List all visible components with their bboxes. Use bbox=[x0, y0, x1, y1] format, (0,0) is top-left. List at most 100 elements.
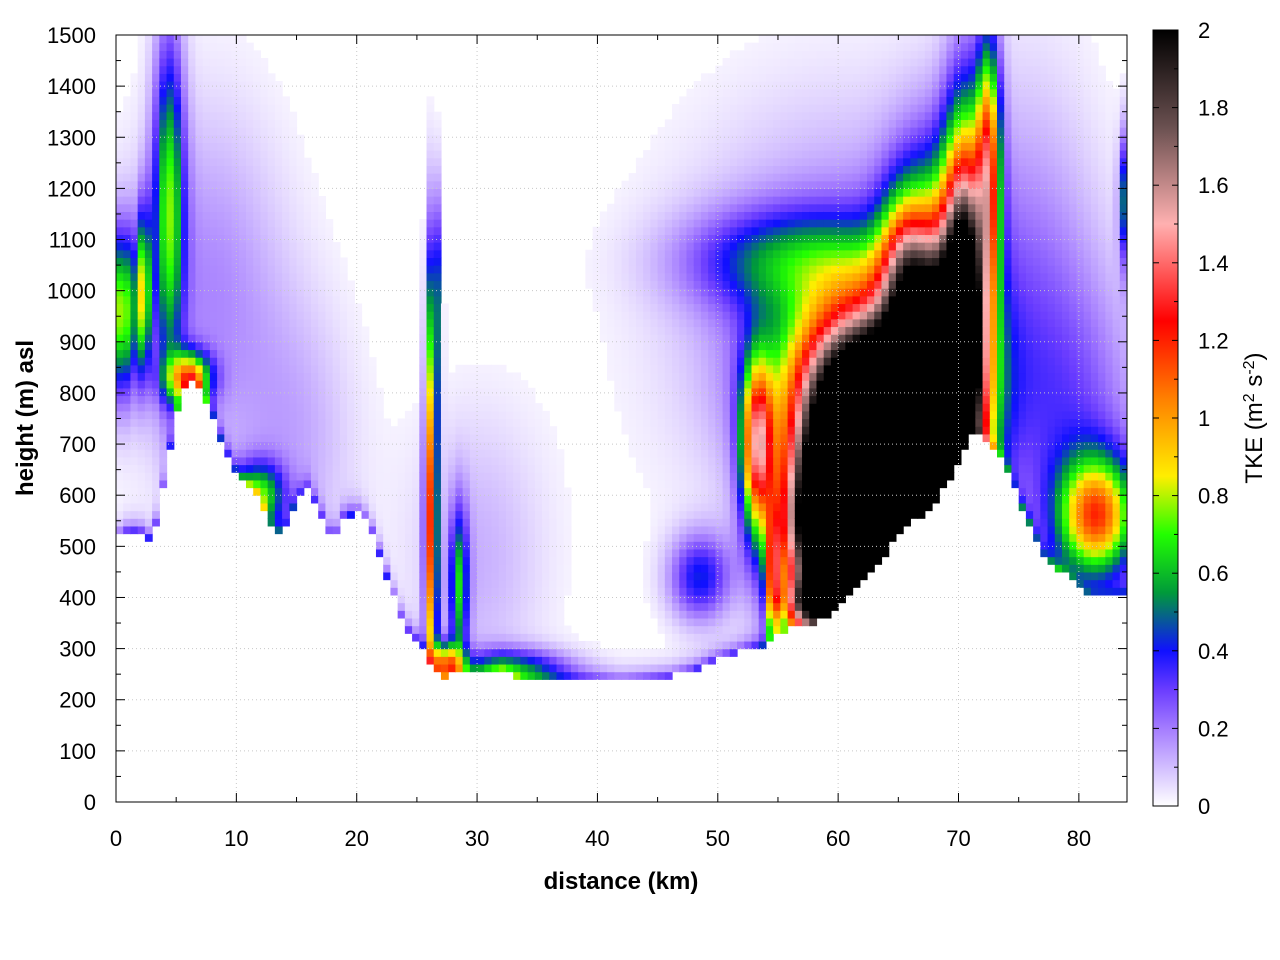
tke-cell bbox=[180, 157, 189, 166]
tke-cell bbox=[780, 165, 789, 174]
tke-cell bbox=[542, 464, 550, 473]
tke-cell bbox=[599, 219, 608, 228]
tke-cell bbox=[318, 456, 327, 466]
tke-cell bbox=[390, 541, 399, 550]
tke-cell bbox=[708, 234, 716, 243]
tke-cell bbox=[325, 510, 334, 519]
tke-cell bbox=[744, 104, 753, 113]
tke-cell bbox=[253, 196, 262, 205]
tke-cell bbox=[296, 441, 305, 450]
tke-cell bbox=[592, 656, 601, 665]
tke-cell bbox=[794, 188, 803, 197]
tke-cell bbox=[722, 640, 731, 650]
tke-cell bbox=[159, 364, 168, 374]
tke-cell bbox=[209, 349, 218, 358]
tke-cell bbox=[339, 257, 348, 266]
tke-cell bbox=[455, 656, 464, 665]
tke-cell bbox=[715, 610, 724, 619]
tke-cell bbox=[643, 188, 651, 197]
tke-cell bbox=[253, 326, 262, 335]
tke-cell bbox=[686, 288, 695, 297]
tke-cell bbox=[267, 142, 276, 151]
tke-cell bbox=[737, 242, 745, 251]
tke-cell bbox=[780, 594, 789, 604]
tke-cell bbox=[238, 188, 247, 197]
tke-cell bbox=[123, 433, 132, 443]
tke-cell bbox=[260, 242, 269, 251]
tke-cell bbox=[426, 157, 435, 166]
tke-cell bbox=[758, 502, 767, 512]
tke-cell bbox=[116, 387, 124, 397]
tke-cell bbox=[744, 587, 753, 596]
tke-cell bbox=[462, 587, 471, 596]
tke-cell bbox=[274, 426, 283, 435]
tke-cell bbox=[123, 487, 132, 496]
tke-cell bbox=[231, 42, 240, 51]
tke-cell bbox=[751, 58, 760, 67]
tke-cell bbox=[809, 364, 818, 374]
tke-cell bbox=[686, 410, 695, 420]
tke-cell bbox=[787, 541, 796, 550]
tke-cell bbox=[729, 196, 738, 205]
tke-cell bbox=[152, 242, 160, 251]
tke-cell bbox=[513, 487, 521, 496]
tke-cell bbox=[375, 548, 384, 558]
tke-cell bbox=[433, 188, 442, 197]
tke-cell bbox=[700, 96, 709, 105]
tke-cell bbox=[693, 625, 702, 634]
tke-cell bbox=[195, 334, 204, 343]
tke-cell bbox=[282, 449, 290, 458]
tke-cell bbox=[664, 334, 673, 343]
tke-cell bbox=[679, 410, 688, 420]
tke-cell bbox=[123, 119, 132, 128]
tke-cell bbox=[686, 594, 695, 604]
tke-cell bbox=[116, 295, 124, 305]
tke-cell bbox=[700, 127, 709, 136]
tke-cell bbox=[722, 272, 731, 282]
tke-cell bbox=[166, 410, 175, 420]
tke-cell bbox=[729, 127, 738, 136]
tke-cell bbox=[318, 357, 327, 366]
tke-cell bbox=[780, 318, 789, 328]
tke-cell bbox=[657, 219, 666, 228]
tke-cell bbox=[238, 134, 247, 143]
tke-cell bbox=[816, 541, 825, 550]
tke-cell bbox=[657, 311, 666, 320]
tke-cell bbox=[679, 533, 688, 542]
tke-cell bbox=[816, 472, 825, 481]
tke-cell bbox=[419, 525, 428, 535]
tke-cell bbox=[455, 640, 464, 650]
tke-cell bbox=[715, 648, 724, 657]
tke-cell bbox=[664, 564, 673, 573]
tke-cell bbox=[166, 387, 175, 397]
tke-cell bbox=[433, 265, 442, 274]
tke-cell bbox=[166, 357, 175, 366]
tke-cell bbox=[253, 403, 262, 412]
tke-cell bbox=[657, 357, 666, 366]
tke-cell bbox=[700, 380, 709, 389]
tke-cell bbox=[390, 441, 399, 450]
tke-cell bbox=[238, 433, 247, 443]
tke-cell bbox=[614, 372, 623, 381]
tke-cell bbox=[780, 518, 789, 527]
tke-cell bbox=[433, 548, 442, 558]
tke-cell bbox=[491, 387, 500, 397]
tke-cell bbox=[715, 541, 724, 550]
tke-cell bbox=[686, 610, 695, 619]
tke-cell bbox=[274, 88, 283, 97]
tke-cell bbox=[433, 157, 442, 166]
tke-cell bbox=[664, 456, 673, 466]
tke-cell bbox=[303, 403, 312, 412]
tke-cell bbox=[773, 73, 781, 82]
tke-cell bbox=[758, 541, 767, 550]
tke-cell bbox=[607, 257, 615, 266]
tke-cell bbox=[765, 426, 774, 435]
tke-cell bbox=[700, 625, 709, 634]
tke-cell bbox=[310, 433, 319, 443]
tke-cell bbox=[751, 165, 760, 174]
tke-cell bbox=[303, 380, 312, 389]
tke-cell bbox=[152, 104, 160, 113]
tke-cell bbox=[130, 472, 139, 481]
tke-cell bbox=[217, 265, 225, 274]
tke-cell bbox=[282, 219, 290, 228]
